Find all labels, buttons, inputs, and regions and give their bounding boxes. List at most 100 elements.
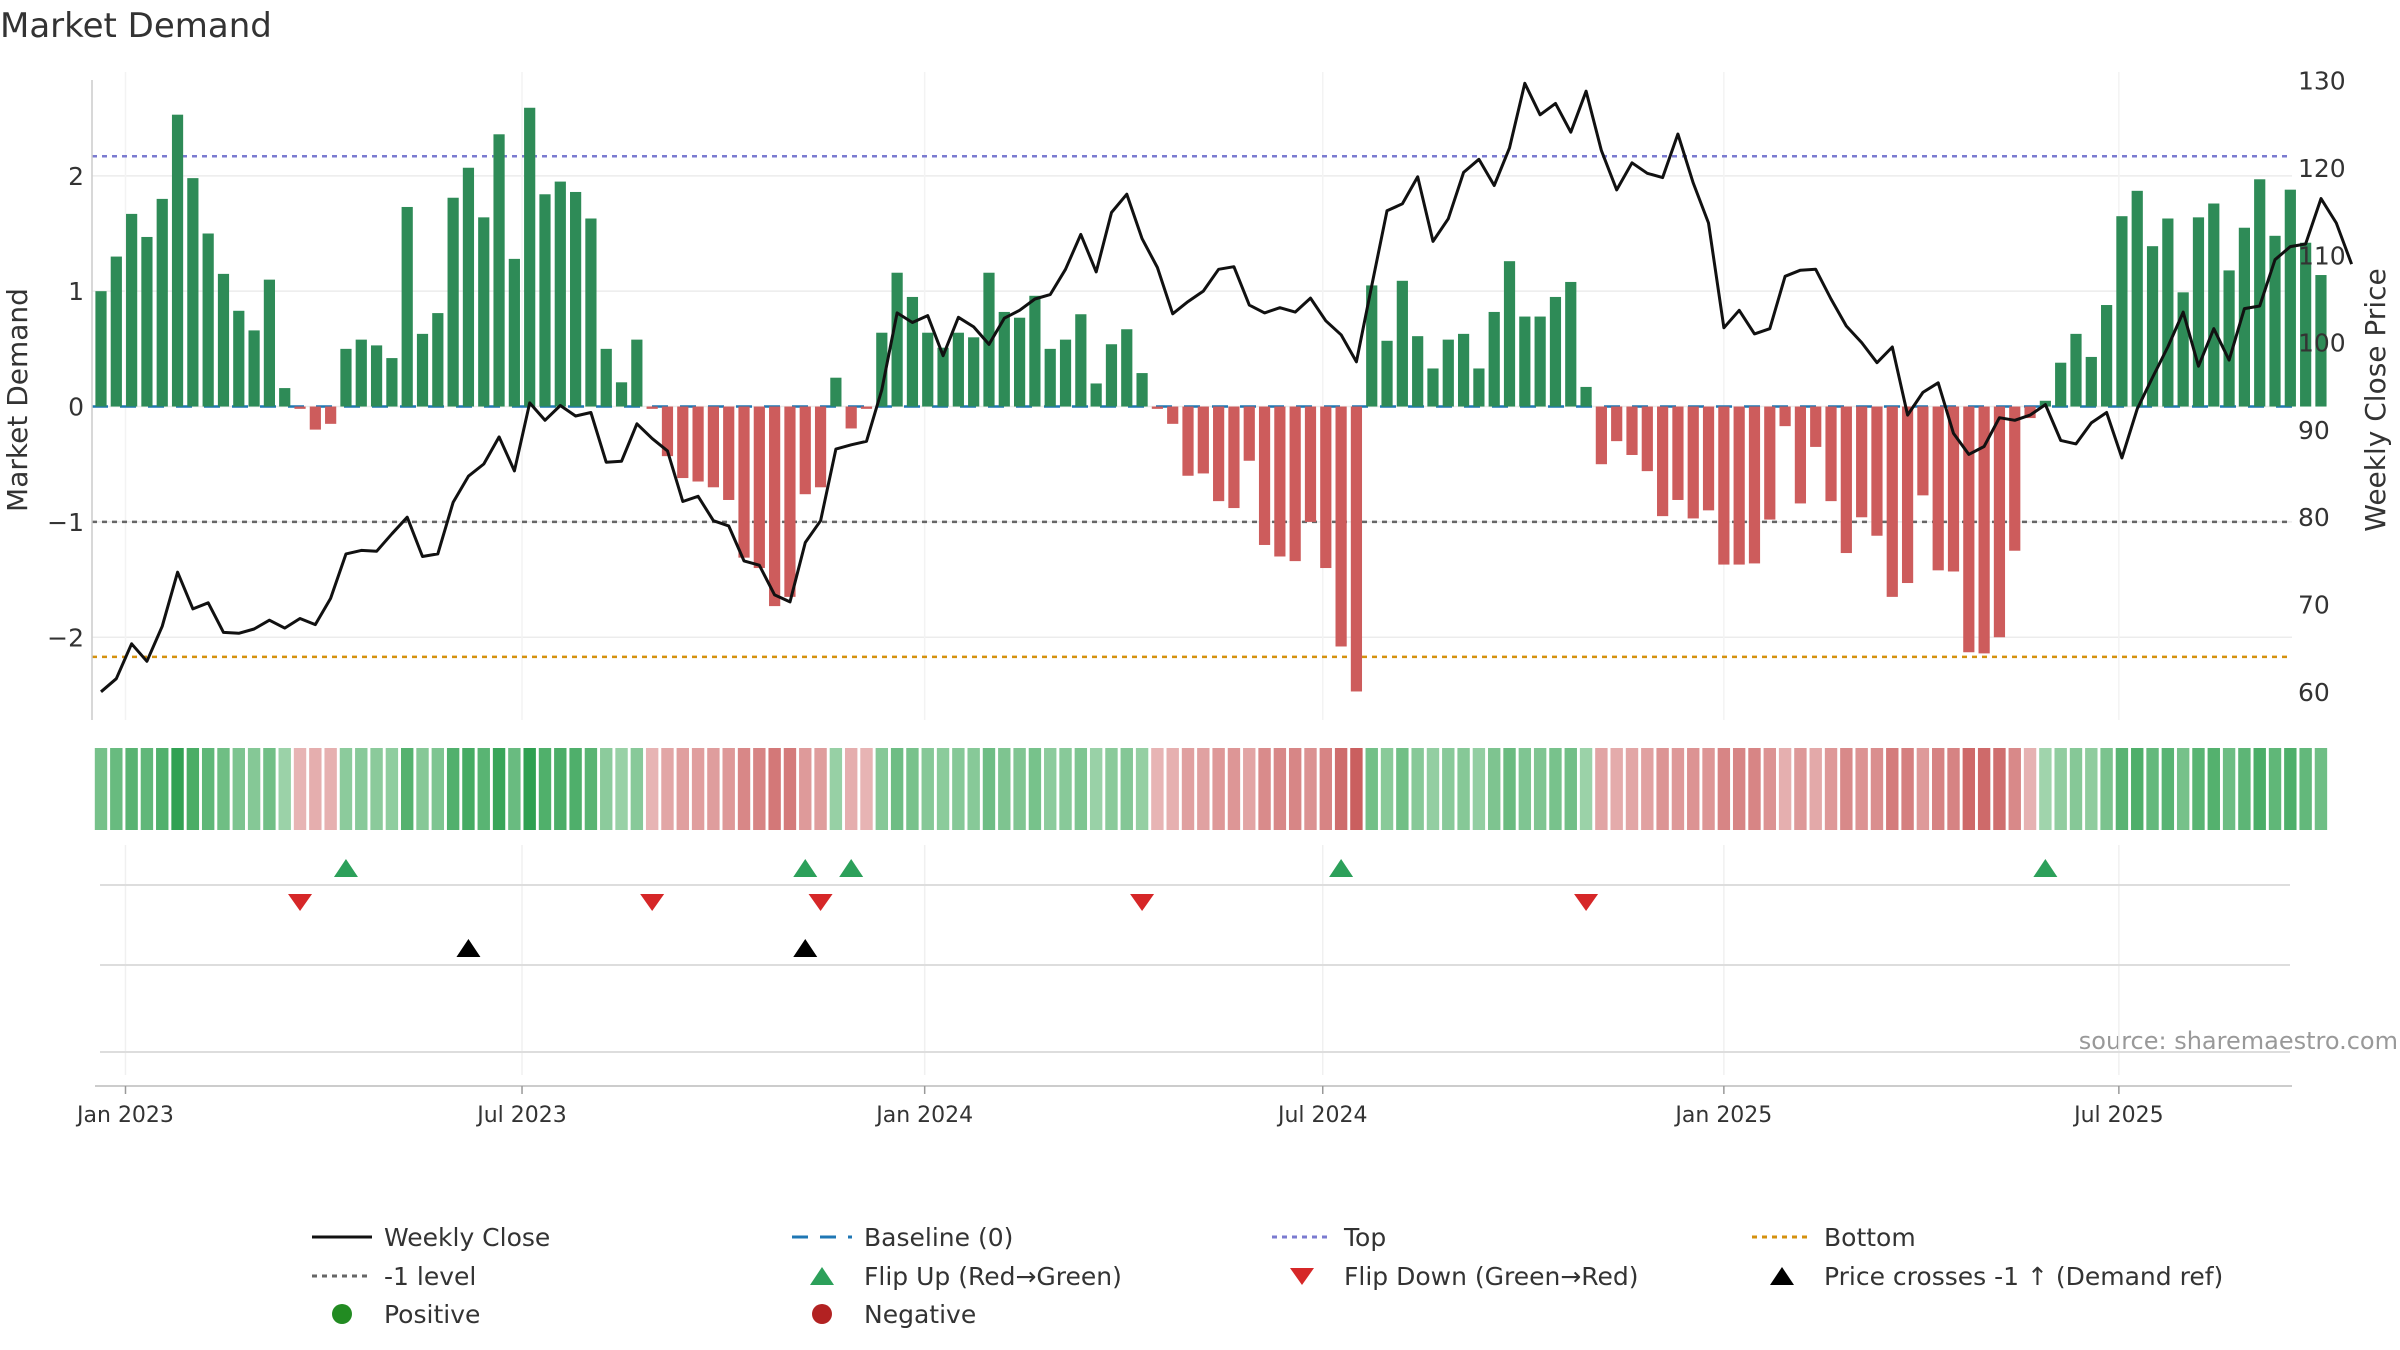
- demand-bar: [2192, 217, 2205, 407]
- heat-cell: [1365, 748, 1378, 830]
- heat-cell: [2008, 748, 2021, 830]
- heat-cell: [1181, 748, 1195, 830]
- demand-bar: [1335, 406, 1347, 647]
- demand-bar: [1090, 383, 1102, 407]
- x-tick-label: Jan 2024: [874, 1103, 973, 1128]
- price-line-layer: [100, 81, 2354, 693]
- weekly-close-line: [100, 81, 2354, 693]
- demand-bar: [1167, 406, 1179, 424]
- heat-cell: [1977, 748, 1991, 830]
- heat-cell: [2146, 748, 2159, 830]
- heat-cell: [355, 748, 368, 830]
- demand-bar: [952, 332, 964, 407]
- demand-bar: [2116, 216, 2128, 407]
- demand-bar: [891, 272, 903, 407]
- demand-bar: [1779, 406, 1791, 427]
- heat-cell: [737, 748, 751, 830]
- demand-bar: [432, 313, 444, 407]
- y-axis-label-left: Market Demand: [1, 288, 34, 512]
- heat-cell: [799, 748, 812, 830]
- demand-bar: [1519, 316, 1531, 407]
- demand-bar: [876, 332, 888, 407]
- demand-bar: [2146, 246, 2159, 407]
- heat-cell: [630, 748, 644, 830]
- demand-bar: [2238, 227, 2250, 407]
- demand-bar: [1014, 317, 1026, 407]
- heat-cell: [875, 748, 889, 830]
- heat-cell: [1901, 748, 1914, 830]
- demand-bar: [600, 348, 612, 407]
- y-tick-label-left: −2: [47, 623, 84, 652]
- heat-cell: [94, 748, 108, 830]
- demand-bar: [1457, 333, 1470, 407]
- heat-cell: [110, 748, 123, 830]
- heat-cell: [829, 748, 843, 830]
- demand-bar: [769, 406, 781, 607]
- heat-cell: [1319, 748, 1332, 830]
- heat-cell: [446, 748, 460, 830]
- flip-up-marker: [1329, 859, 1354, 877]
- demand-bar: [2101, 305, 2113, 407]
- y-tick-label-right: 70: [2298, 591, 2330, 620]
- demand-bar: [1657, 406, 1669, 517]
- demand-bar: [263, 279, 276, 407]
- heat-cell: [1886, 748, 1899, 830]
- heat-cell: [1334, 748, 1348, 830]
- demand-bar: [462, 167, 475, 407]
- demand-bar: [294, 406, 306, 409]
- heat-cell: [2131, 748, 2144, 830]
- price-cross-marker: [793, 939, 818, 957]
- legend-swatch: [812, 1304, 832, 1324]
- demand-bar: [401, 206, 413, 407]
- demand-bar: [386, 358, 398, 407]
- heat-cell: [1656, 748, 1669, 830]
- demand-bar: [1320, 406, 1332, 569]
- y-axis-label-right: Weekly Close Price: [2359, 268, 2392, 531]
- demand-bar: [646, 406, 658, 409]
- heat-cell: [1870, 748, 1884, 830]
- heat-cell: [1610, 748, 1623, 830]
- heat-cell: [538, 748, 552, 830]
- legend-item-price-cross: Price crosses -1 ↑ (Demand ref): [1770, 1262, 2223, 1291]
- demand-bar: [922, 332, 934, 407]
- heat-cell: [982, 748, 996, 830]
- demand-bar: [2300, 242, 2312, 407]
- demand-bar: [217, 273, 230, 407]
- heat-cell: [1227, 748, 1241, 830]
- demand-bar: [738, 406, 750, 558]
- demand-bar: [554, 181, 566, 407]
- heat-cell: [1442, 748, 1455, 830]
- legend-label: Price crosses -1 ↑ (Demand ref): [1824, 1262, 2223, 1291]
- demand-bar: [156, 198, 168, 407]
- demand-bar: [1718, 406, 1730, 565]
- heat-cell: [691, 748, 705, 830]
- heat-cell: [2176, 748, 2190, 830]
- legend-item-flip-down: Flip Down (Green→Red): [1290, 1262, 1639, 1291]
- heat-cell: [293, 748, 307, 830]
- heat-cell: [171, 748, 184, 830]
- demand-bar: [1947, 406, 1960, 572]
- heat-cell: [339, 748, 353, 830]
- demand-bar: [2085, 356, 2097, 407]
- y-tick-label-left: 1: [68, 277, 84, 306]
- demand-bar: [1412, 336, 1424, 407]
- heat-cell: [768, 748, 781, 830]
- demand-bars: [95, 107, 2327, 692]
- heat-cell: [1855, 748, 1868, 830]
- demand-heat-strip: [94, 748, 2328, 830]
- heat-cell: [125, 748, 138, 830]
- demand-bar: [1197, 406, 1209, 474]
- demand-bar: [830, 377, 842, 407]
- flip-down-marker: [640, 894, 665, 911]
- demand-bar: [1672, 406, 1684, 500]
- x-tick-label: Jan 2023: [75, 1103, 174, 1128]
- flip-up-marker: [333, 859, 358, 877]
- heat-cell: [554, 748, 567, 830]
- heat-cell: [921, 748, 934, 830]
- legend-label: Flip Up (Red→Green): [864, 1262, 1122, 1291]
- heat-cell: [998, 748, 1011, 830]
- demand-bar: [126, 213, 138, 407]
- heat-cell: [1288, 748, 1302, 830]
- flip-up-marker: [839, 859, 864, 877]
